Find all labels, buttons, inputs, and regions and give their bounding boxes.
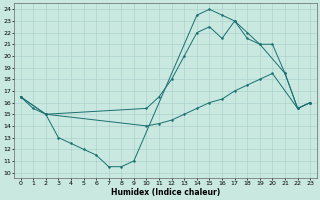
X-axis label: Humidex (Indice chaleur): Humidex (Indice chaleur) (111, 188, 220, 197)
